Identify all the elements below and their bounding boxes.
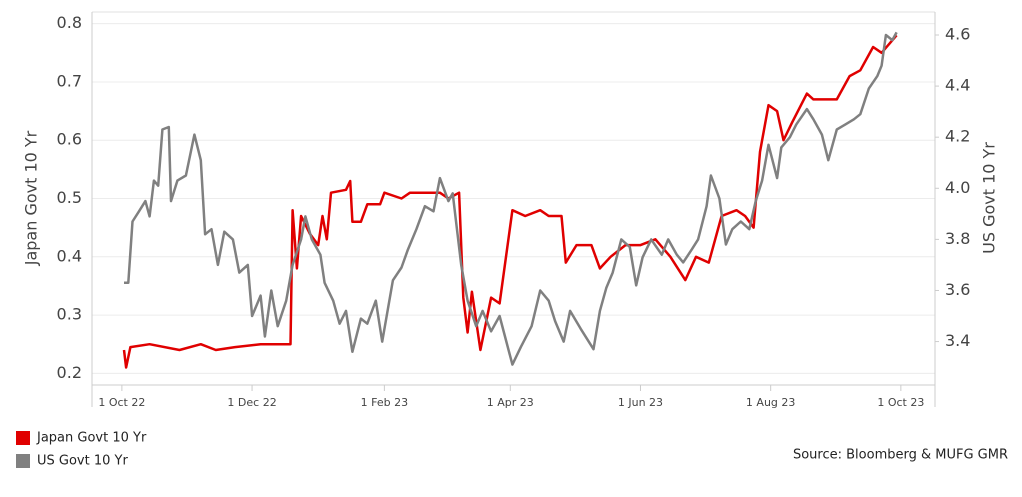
y2-tick-label: 4.0	[945, 178, 970, 197]
y-tick-label: 0.3	[57, 305, 82, 324]
x-tick-label: 1 Jun 23	[618, 396, 663, 409]
y-tick-label: 0.2	[57, 363, 82, 382]
source: Source: Bloomberg & MUFG GMR	[793, 448, 1008, 463]
y2-tick-label: 3.4	[945, 331, 970, 350]
series-line	[124, 31, 898, 366]
y2-tick-label: 4.6	[945, 24, 970, 43]
legend-swatch	[16, 454, 30, 468]
x-tick-label: 1 Apr 23	[487, 396, 534, 409]
y2-tick-label: 3.6	[945, 280, 970, 299]
y-tick-label: 0.5	[57, 188, 82, 207]
x-tick-label: 1 Aug 23	[746, 396, 795, 409]
y-axis-label: Japan Govt 10 Yr	[22, 130, 41, 266]
x-tick-label: 1 Feb 23	[361, 396, 408, 409]
y-tick-label: 0.7	[57, 71, 82, 90]
y-tick-label: 0.8	[57, 13, 82, 32]
series-line	[122, 34, 898, 369]
legend-label: Japan Govt 10 Yr	[36, 431, 147, 446]
y-tick-label: 0.6	[57, 130, 82, 149]
x-tick-label: 1 Oct 23	[877, 396, 924, 409]
y2-tick-label: 4.4	[945, 76, 970, 95]
y2-axis-label: US Govt 10 Yr	[980, 142, 999, 254]
y-tick-label: 0.4	[57, 246, 82, 265]
x-tick-label: 1 Oct 22	[98, 396, 145, 409]
legend-swatch	[16, 431, 30, 445]
x-tick-label: 1 Dec 22	[227, 396, 276, 409]
y2-tick-label: 4.2	[945, 127, 970, 146]
y2-tick-label: 3.8	[945, 229, 970, 248]
legend-label: US Govt 10 Yr	[37, 454, 128, 469]
